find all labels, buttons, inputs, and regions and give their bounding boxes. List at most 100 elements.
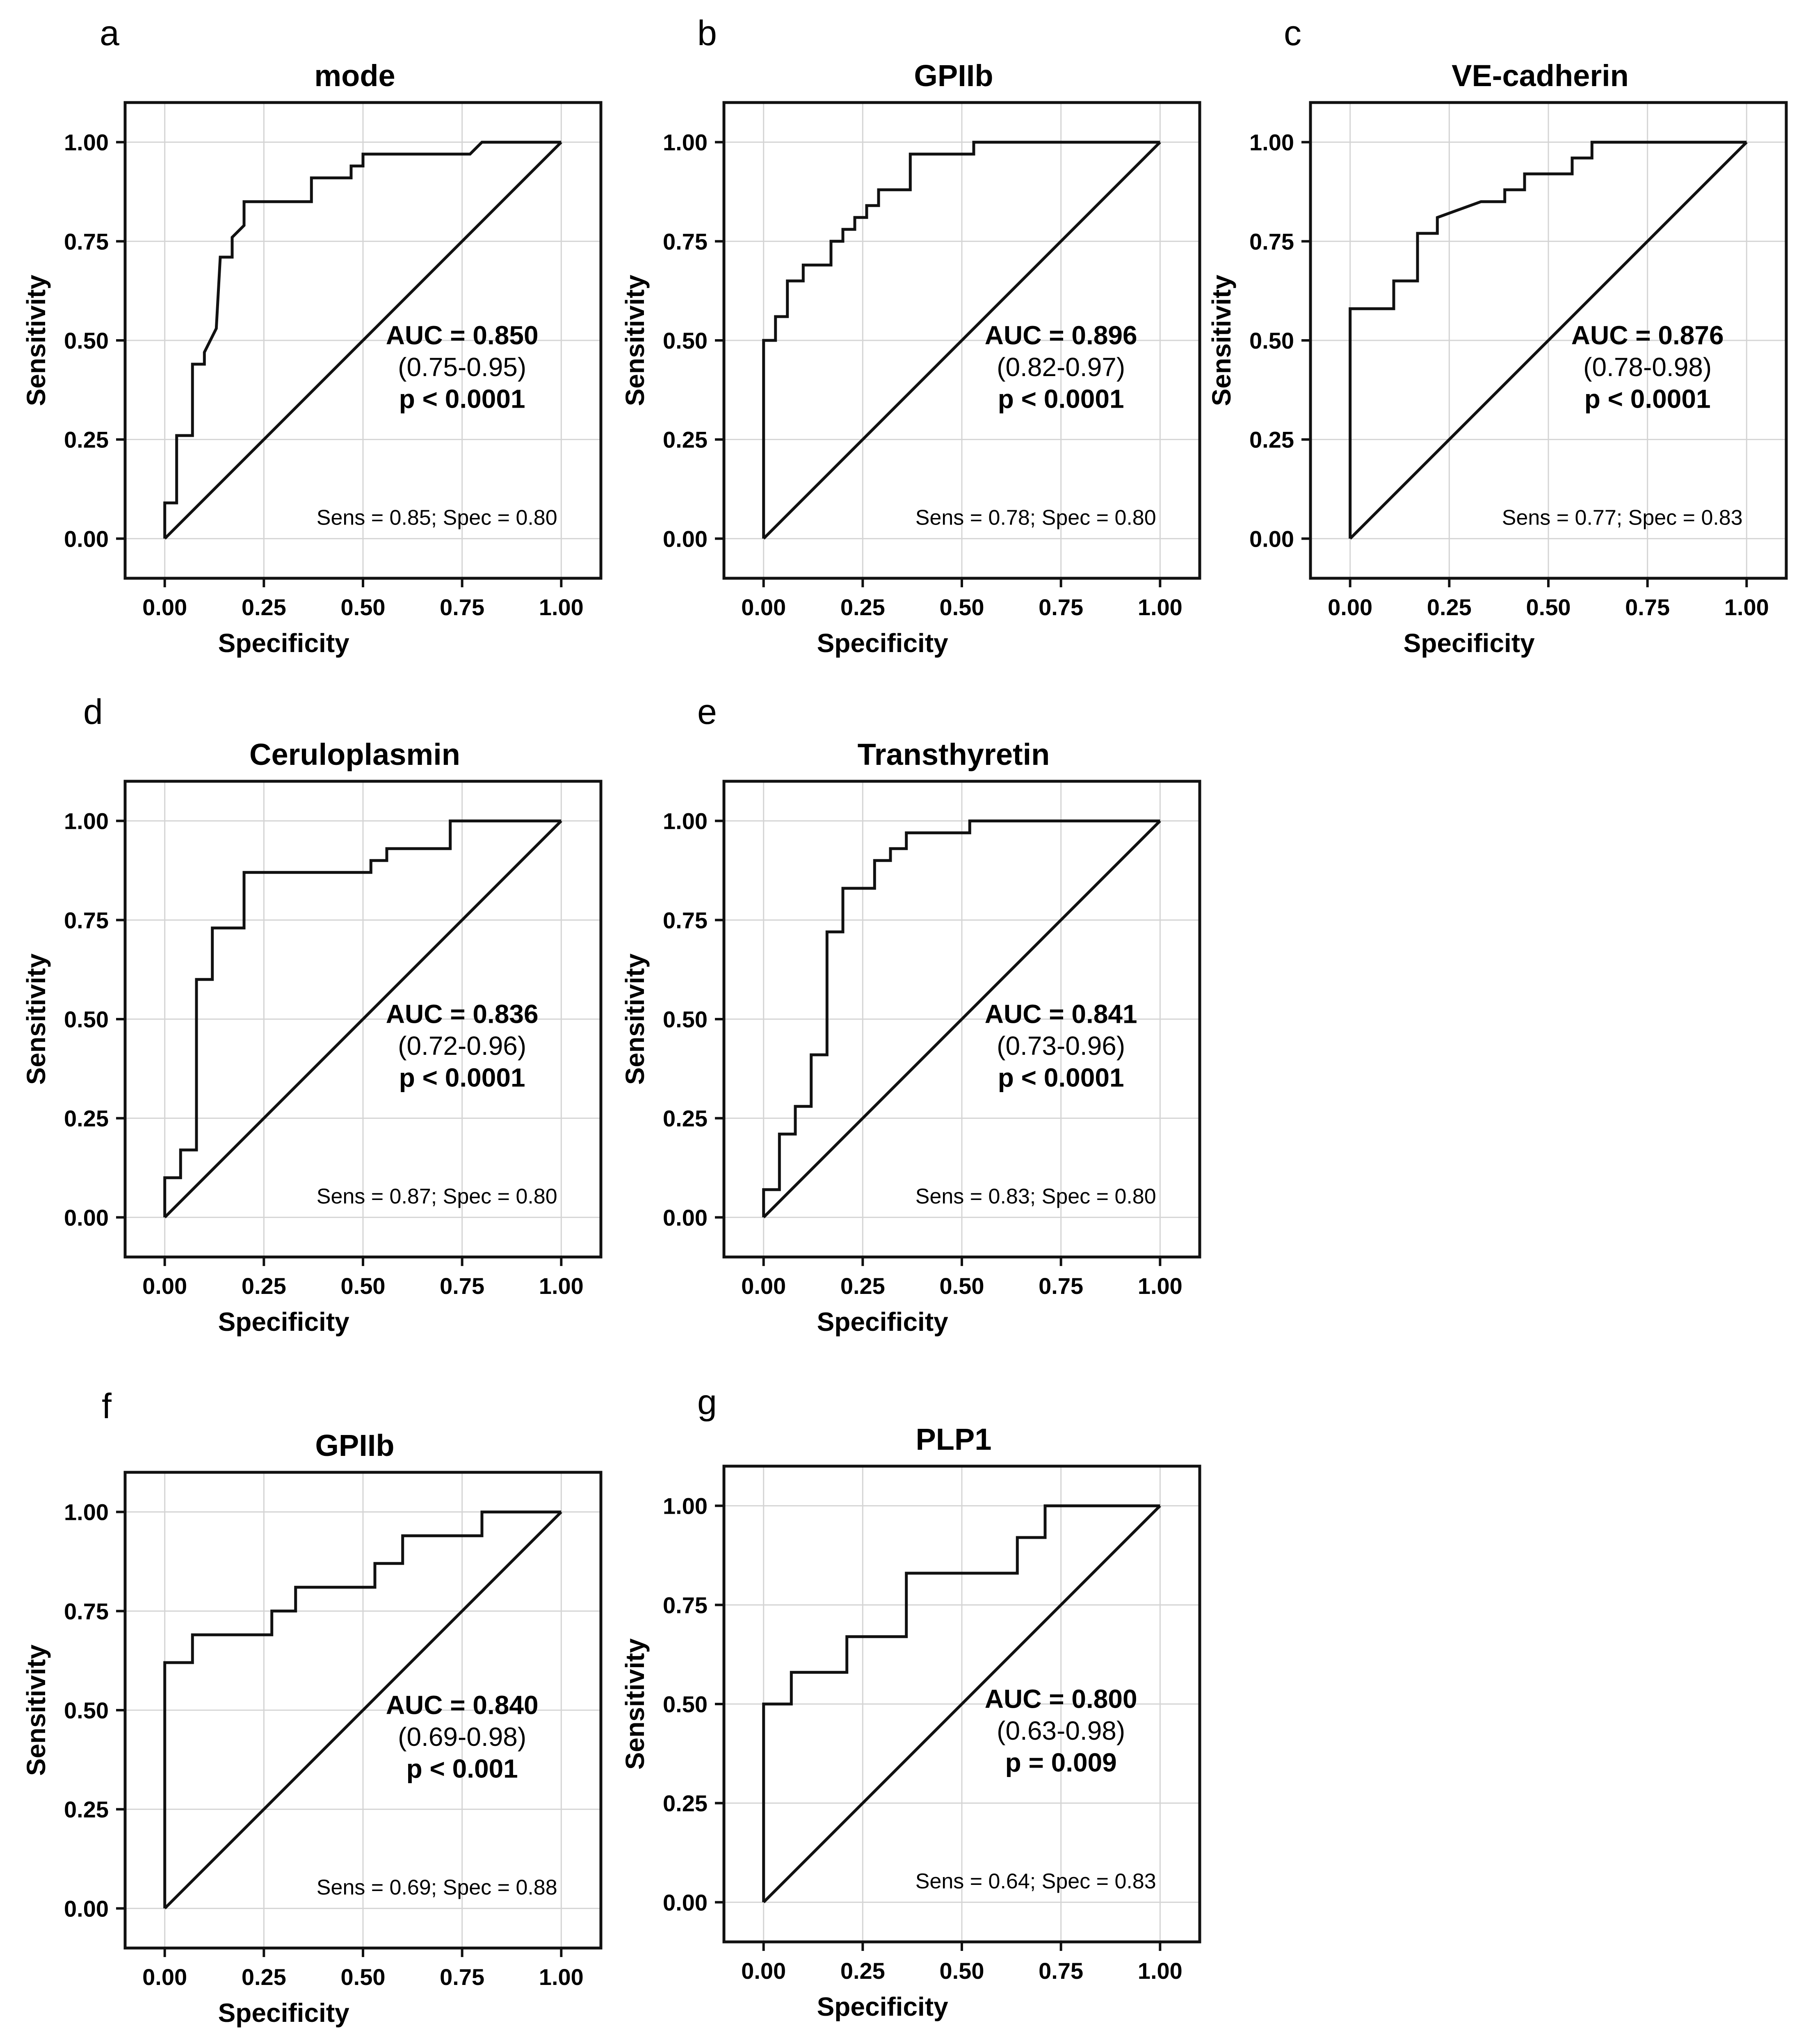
- ci-label: (0.69-0.98): [398, 1722, 526, 1752]
- p-value-label: p < 0.0001: [998, 384, 1124, 413]
- chart-title: Ceruloplasmin: [249, 737, 460, 771]
- p-value-label: p < 0.0001: [998, 1063, 1124, 1092]
- sens-spec-label: Sens = 0.87; Spec = 0.80: [317, 1185, 557, 1209]
- x-tick-label: 0.50: [940, 1958, 984, 1984]
- x-tick-label: 0.50: [940, 594, 984, 620]
- reference-diagonal: [762, 1505, 1161, 1903]
- x-tick-label: 0.00: [741, 1273, 786, 1299]
- reference-diagonal: [762, 141, 1161, 540]
- y-axis-label: Sensitivity: [21, 275, 51, 406]
- auc-label: AUC = 0.841: [985, 999, 1137, 1029]
- x-tick-label: 0.25: [1427, 594, 1472, 620]
- x-tick-label: 0.50: [341, 594, 386, 620]
- y-tick-label: 0.75: [64, 907, 109, 933]
- x-tick-label: 0.75: [1039, 1958, 1083, 1984]
- y-tick-label: 1.00: [663, 808, 708, 834]
- roc-curve: [163, 819, 562, 1218]
- y-tick-label: 1.00: [64, 130, 109, 155]
- auc-label: AUC = 0.840: [386, 1690, 539, 1720]
- y-tick-label: 0.00: [663, 526, 708, 552]
- y-tick-label: 0.00: [64, 1896, 109, 1921]
- sens-spec-label: Sens = 0.69; Spec = 0.88: [317, 1876, 557, 1900]
- auc-label: AUC = 0.850: [386, 321, 539, 350]
- x-tick-label: 0.75: [440, 1964, 484, 1990]
- y-tick-label: 0.25: [1249, 427, 1294, 453]
- panel-letter: g: [697, 1382, 717, 1422]
- y-tick-label: 0.75: [64, 1598, 109, 1624]
- p-value-label: p < 0.0001: [399, 384, 525, 413]
- x-tick-label: 1.00: [1138, 1273, 1183, 1299]
- panel-letter: e: [697, 692, 717, 732]
- ci-label: (0.75-0.95): [398, 352, 526, 382]
- x-tick-label: 0.50: [341, 1964, 386, 1990]
- y-tick-label: 0.25: [64, 427, 109, 453]
- roc-panel-d: 0.00 0.00 0.25 0.25 0.50 0.50 0.75 0.75 1.00 1.00…: [21, 692, 603, 1337]
- y-axis-label: Sensitivity: [620, 954, 650, 1085]
- y-tick-label: 0.50: [64, 328, 109, 354]
- y-tick-label: 0.50: [663, 1691, 708, 1717]
- y-tick-label: 0.50: [663, 328, 708, 354]
- sens-spec-label: Sens = 0.78; Spec = 0.80: [915, 506, 1156, 530]
- panel-letter: c: [1284, 14, 1301, 53]
- panel-letter: b: [697, 14, 717, 53]
- x-axis-label: Specificity: [218, 1998, 350, 2028]
- x-tick-label: 0.75: [1625, 594, 1670, 620]
- ci-label: (0.82-0.97): [997, 352, 1125, 382]
- x-tick-label: 0.00: [142, 1273, 187, 1299]
- y-tick-label: 1.00: [64, 1499, 109, 1525]
- x-tick-label: 0.75: [1039, 594, 1083, 620]
- reference-diagonal: [164, 141, 562, 540]
- y-tick-label: 1.00: [663, 1493, 708, 1519]
- sens-spec-label: Sens = 0.64; Spec = 0.83: [915, 1870, 1156, 1893]
- x-axis-label: Specificity: [817, 1307, 949, 1337]
- x-tick-label: 0.25: [242, 594, 286, 620]
- chart-title: Transthyretin: [858, 737, 1050, 771]
- x-tick-label: 0.75: [440, 594, 484, 620]
- x-tick-label: 1.00: [539, 1964, 584, 1990]
- ci-label: (0.73-0.96): [997, 1031, 1125, 1061]
- ci-label: (0.63-0.98): [997, 1716, 1125, 1745]
- roc-curve: [762, 141, 1160, 539]
- roc-panel-f: 0.00 0.00 0.25 0.25 0.50 0.50 0.75 0.75 1.00 1.00…: [21, 1387, 603, 2028]
- x-axis-label: Specificity: [817, 628, 949, 658]
- panel-letter: f: [102, 1387, 112, 1426]
- y-axis-label: Sensitivity: [1207, 275, 1236, 406]
- y-tick-label: 0.25: [663, 1106, 708, 1132]
- p-value-label: p = 0.009: [1005, 1747, 1117, 1777]
- y-tick-label: 0.75: [64, 228, 109, 254]
- y-tick-label: 0.75: [663, 228, 708, 254]
- y-tick-label: 0.00: [663, 1889, 708, 1915]
- reference-diagonal: [1349, 141, 1748, 540]
- auc-label: AUC = 0.876: [1571, 321, 1724, 350]
- x-tick-label: 0.00: [142, 1964, 187, 1990]
- y-tick-label: 1.00: [663, 130, 708, 155]
- sens-spec-label: Sens = 0.85; Spec = 0.80: [317, 506, 557, 530]
- y-axis-label: Sensitivity: [620, 275, 650, 406]
- chart-title: PLP1: [915, 1422, 991, 1456]
- x-tick-label: 0.00: [741, 594, 786, 620]
- x-tick-label: 1.00: [1138, 1958, 1183, 1984]
- panel-letter: d: [83, 692, 103, 732]
- roc-curve: [163, 1510, 562, 1909]
- chart-title: GPIIb: [914, 59, 993, 93]
- x-axis-label: Specificity: [817, 1992, 949, 2021]
- y-tick-label: 1.00: [64, 808, 109, 834]
- auc-label: AUC = 0.836: [386, 999, 539, 1029]
- x-tick-label: 0.00: [142, 594, 187, 620]
- roc-panel-c: 0.00 0.00 0.25 0.25 0.50 0.50 0.75 0.75 1.00 1.00…: [1207, 14, 1788, 658]
- y-tick-label: 0.50: [663, 1006, 708, 1032]
- x-tick-label: 0.25: [840, 1958, 885, 1984]
- x-tick-label: 1.00: [539, 594, 584, 620]
- x-tick-label: 0.75: [1039, 1273, 1083, 1299]
- y-tick-label: 0.75: [663, 907, 708, 933]
- x-tick-label: 1.00: [1724, 594, 1769, 620]
- roc-panel-g: 0.00 0.00 0.25 0.25 0.50 0.50 0.75 0.75 1.00 1.00…: [620, 1382, 1201, 2021]
- roc-curve: [163, 141, 562, 539]
- y-tick-label: 0.25: [663, 1791, 708, 1816]
- y-tick-label: 0.50: [1249, 328, 1294, 354]
- reference-diagonal: [164, 820, 562, 1218]
- y-tick-label: 0.00: [1249, 526, 1294, 552]
- reference-diagonal: [762, 820, 1161, 1218]
- x-tick-label: 0.50: [940, 1273, 984, 1299]
- ci-label: (0.72-0.96): [398, 1031, 526, 1061]
